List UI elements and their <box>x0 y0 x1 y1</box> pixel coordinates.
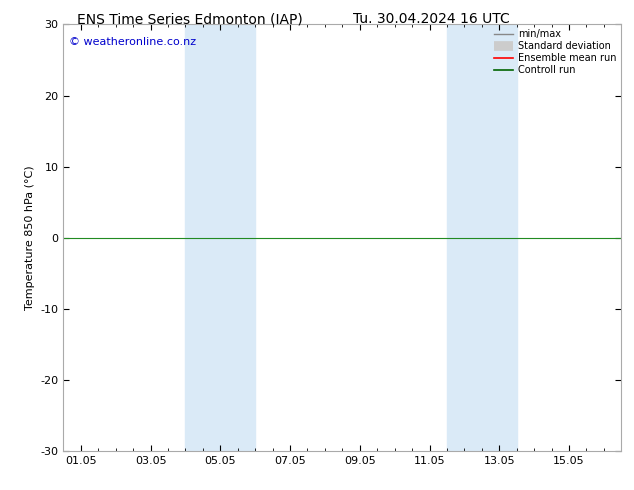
Text: Tu. 30.04.2024 16 UTC: Tu. 30.04.2024 16 UTC <box>353 12 510 26</box>
Text: ENS Time Series Edmonton (IAP): ENS Time Series Edmonton (IAP) <box>77 12 303 26</box>
Bar <box>185 24 255 451</box>
Y-axis label: Temperature 850 hPa (°C): Temperature 850 hPa (°C) <box>25 165 35 310</box>
Text: © weatheronline.co.nz: © weatheronline.co.nz <box>69 37 196 48</box>
Legend: min/max, Standard deviation, Ensemble mean run, Controll run: min/max, Standard deviation, Ensemble me… <box>492 27 618 77</box>
Bar <box>447 24 517 451</box>
